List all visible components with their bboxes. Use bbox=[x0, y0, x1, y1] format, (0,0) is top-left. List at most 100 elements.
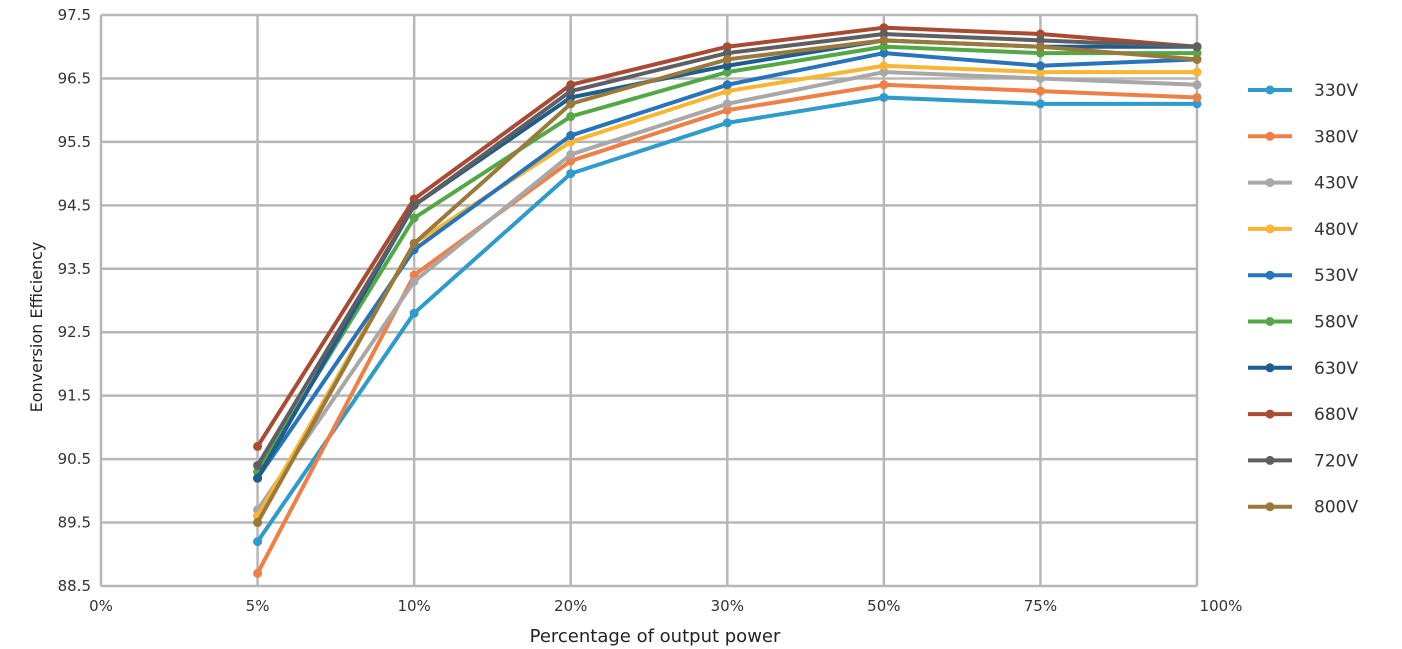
chart-grid bbox=[99, 13, 1199, 588]
x-tick-label: 50% bbox=[867, 597, 900, 615]
legend-marker bbox=[1265, 270, 1275, 280]
series-720V bbox=[253, 29, 1202, 470]
data-point bbox=[1035, 35, 1045, 45]
data-point bbox=[409, 308, 419, 318]
legend-label: 680V bbox=[1314, 405, 1358, 425]
y-tick-label: 88.5 bbox=[58, 577, 91, 595]
legend-item-480V: 480V bbox=[1248, 220, 1358, 240]
chart-series bbox=[253, 23, 1202, 578]
data-point bbox=[1035, 42, 1045, 52]
data-point bbox=[1192, 92, 1202, 102]
data-point bbox=[409, 200, 419, 210]
legend-label: 720V bbox=[1314, 451, 1358, 471]
legend-item-630V: 630V bbox=[1248, 359, 1358, 379]
legend-item-580V: 580V bbox=[1248, 313, 1358, 333]
x-tick-label: 5% bbox=[246, 597, 270, 615]
data-point bbox=[722, 99, 732, 109]
data-point bbox=[722, 80, 732, 90]
legend-marker bbox=[1265, 85, 1275, 95]
data-point bbox=[566, 150, 576, 160]
legend-label: 530V bbox=[1314, 266, 1358, 286]
legend-marker bbox=[1265, 131, 1275, 141]
data-point bbox=[722, 67, 732, 77]
x-tick-label: 30% bbox=[711, 597, 744, 615]
data-point bbox=[879, 23, 889, 33]
data-point bbox=[879, 92, 889, 102]
data-point bbox=[253, 460, 263, 470]
y-axis-label: Eonversion Efficiency bbox=[27, 242, 46, 413]
data-point bbox=[253, 537, 263, 547]
y-tick-label: 89.5 bbox=[58, 514, 91, 532]
x-tick-label: 20% bbox=[554, 597, 587, 615]
legend-label: 630V bbox=[1314, 359, 1358, 379]
x-axis-ticks: 0% 5% 10% 20% 30% 50% 75% 100% bbox=[89, 597, 1242, 615]
data-point bbox=[566, 112, 576, 122]
data-point bbox=[409, 213, 419, 223]
y-tick-label: 92.5 bbox=[58, 323, 91, 341]
data-point bbox=[879, 61, 889, 71]
data-point bbox=[722, 54, 732, 64]
data-point bbox=[1035, 48, 1045, 58]
data-point bbox=[1035, 73, 1045, 83]
legend-marker bbox=[1265, 317, 1275, 326]
data-point bbox=[566, 80, 576, 90]
series-380V bbox=[253, 80, 1202, 578]
data-point bbox=[253, 568, 263, 578]
y-tick-label: 93.5 bbox=[58, 260, 91, 278]
data-point bbox=[722, 105, 732, 115]
legend-item-380V: 380V bbox=[1248, 127, 1358, 147]
y-axis-ticks: 97.5 96.5 95.5 94.5 93.5 92.5 91.5 90.5 89.5 88.5 bbox=[58, 6, 91, 595]
series-330V bbox=[253, 92, 1202, 547]
data-point bbox=[879, 42, 889, 52]
legend-label: 330V bbox=[1314, 81, 1358, 101]
data-point bbox=[1035, 61, 1045, 71]
x-tick-label: 75% bbox=[1024, 597, 1057, 615]
x-tick-label: 100% bbox=[1200, 597, 1243, 615]
data-point bbox=[1192, 42, 1202, 52]
data-point bbox=[1035, 29, 1045, 39]
legend-item-680V: 680V bbox=[1248, 405, 1358, 425]
y-tick-label: 91.5 bbox=[58, 387, 91, 405]
legend-item-330V: 330V bbox=[1248, 81, 1358, 101]
data-point bbox=[1035, 67, 1045, 77]
data-point bbox=[879, 29, 889, 39]
data-point bbox=[879, 48, 889, 58]
legend-label: 800V bbox=[1314, 498, 1358, 518]
series-800V bbox=[253, 35, 1202, 528]
data-point bbox=[409, 238, 419, 248]
y-tick-label: 95.5 bbox=[58, 133, 91, 151]
legend-marker bbox=[1265, 502, 1275, 512]
data-point bbox=[253, 518, 263, 528]
legend-marker bbox=[1265, 455, 1275, 465]
x-axis-label: Percentage of output power bbox=[530, 626, 781, 647]
legend-item-530V: 530V bbox=[1248, 266, 1358, 286]
data-point bbox=[1192, 99, 1202, 109]
legend-marker bbox=[1265, 363, 1275, 373]
legend-label: 580V bbox=[1314, 313, 1358, 333]
data-point bbox=[879, 80, 889, 90]
legend-label: 480V bbox=[1314, 220, 1358, 240]
data-point bbox=[566, 131, 576, 141]
legend-marker bbox=[1265, 409, 1275, 419]
data-point bbox=[1035, 99, 1045, 109]
x-tick-label: 10% bbox=[397, 597, 430, 615]
chart-legend: 330V 380V 430V 480V 530V 580V 630V 680V 720V 800V bbox=[1248, 81, 1358, 518]
data-point bbox=[1192, 48, 1202, 58]
data-point bbox=[566, 169, 576, 179]
data-point bbox=[879, 67, 889, 77]
data-point bbox=[1035, 86, 1045, 96]
data-point bbox=[722, 61, 732, 71]
data-point bbox=[722, 42, 732, 52]
data-point bbox=[253, 441, 263, 451]
data-point bbox=[253, 473, 263, 483]
legend-item-720V: 720V bbox=[1248, 451, 1358, 471]
series-580V bbox=[253, 42, 1202, 477]
y-tick-label: 97.5 bbox=[58, 6, 91, 24]
data-point bbox=[1192, 80, 1202, 90]
legend-item-800V: 800V bbox=[1248, 498, 1358, 518]
data-point bbox=[1192, 54, 1202, 64]
x-tick-label: 0% bbox=[89, 597, 113, 615]
legend-label: 380V bbox=[1314, 127, 1358, 147]
data-point bbox=[722, 118, 732, 128]
legend-label: 430V bbox=[1314, 174, 1358, 194]
